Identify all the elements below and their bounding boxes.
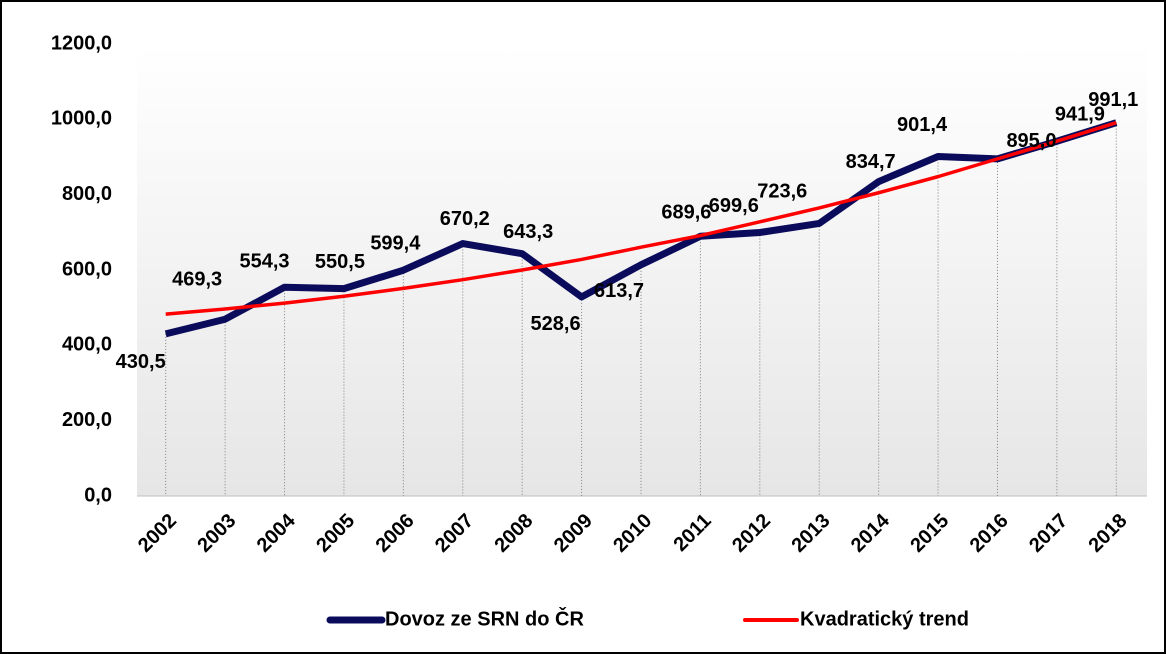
data-label: 430,5 (116, 351, 166, 373)
data-label: 643,3 (503, 221, 553, 243)
data-label: 941,9 (1055, 103, 1105, 125)
data-label: 834,7 (846, 151, 896, 173)
plot-area (137, 44, 1147, 496)
data-label: 699,6 (709, 195, 759, 217)
y-tick-label: 200,0 (62, 409, 112, 431)
data-label: 554,3 (239, 250, 289, 272)
data-label: 991,1 (1088, 89, 1138, 111)
data-label: 670,2 (440, 208, 490, 230)
data-label: 723,6 (757, 181, 807, 203)
data-label: 895,0 (1006, 130, 1056, 152)
data-label: 469,3 (172, 269, 222, 291)
series-line (164, 119, 1118, 338)
y-tick-label: 600,0 (62, 258, 112, 280)
legend-label: Dovoz ze SRN do ČR (385, 606, 584, 630)
data-label: 599,4 (370, 233, 421, 255)
data-label: 613,7 (594, 280, 644, 302)
data-label: 550,5 (315, 251, 365, 273)
y-tick-label: 800,0 (62, 183, 112, 205)
data-label: 901,4 (897, 114, 948, 136)
data-label: 689,6 (661, 202, 711, 224)
y-tick-label: 1000,0 (51, 108, 112, 130)
legend-label: Kvadratický trend (800, 608, 969, 630)
y-tick-label: 400,0 (62, 334, 112, 356)
y-tick-label: 1200,0 (51, 32, 112, 54)
y-tick-label: 0,0 (84, 484, 112, 506)
data-label: 528,6 (531, 313, 581, 335)
series-line (165, 121, 1117, 316)
